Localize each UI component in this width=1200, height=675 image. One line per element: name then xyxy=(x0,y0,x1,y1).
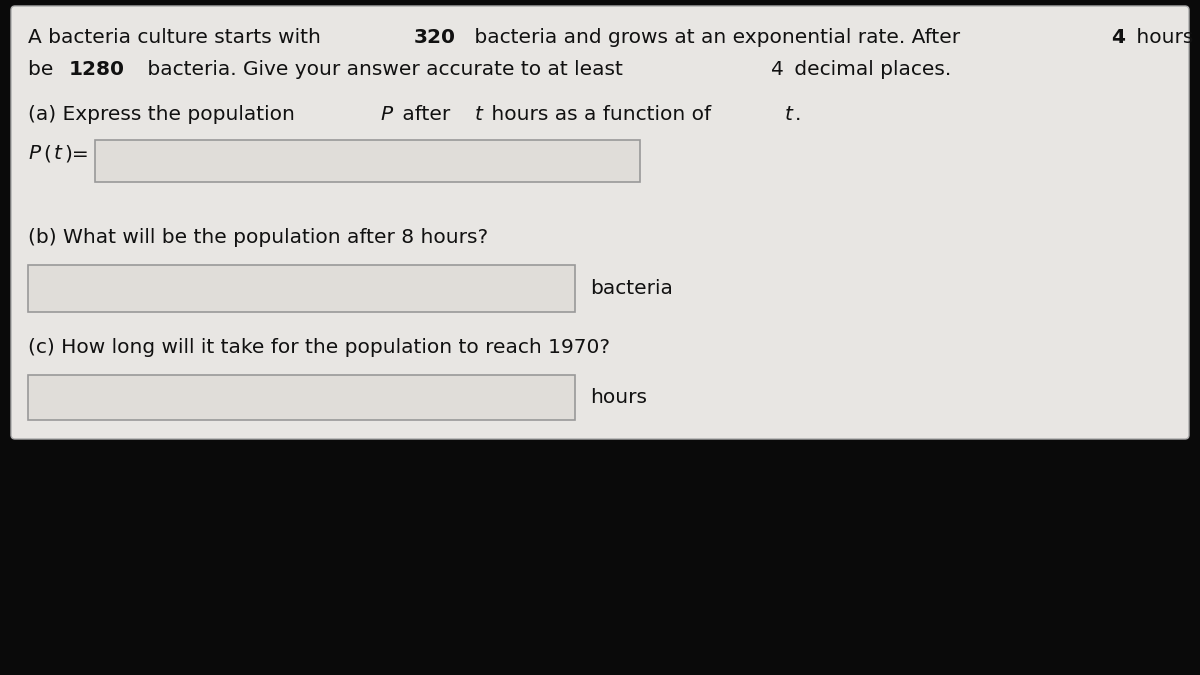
Text: after: after xyxy=(396,105,457,124)
FancyBboxPatch shape xyxy=(28,375,575,420)
Text: (b) What will be the population after 8 hours?: (b) What will be the population after 8 … xyxy=(28,228,488,247)
Text: decimal places.: decimal places. xyxy=(788,60,952,79)
Text: 320: 320 xyxy=(414,28,456,47)
FancyBboxPatch shape xyxy=(28,265,575,312)
Text: (a) Express the population: (a) Express the population xyxy=(28,105,301,124)
Text: t: t xyxy=(474,105,482,124)
Text: A bacteria culture starts with: A bacteria culture starts with xyxy=(28,28,328,47)
Text: t: t xyxy=(54,144,61,163)
Text: hours there will: hours there will xyxy=(1129,28,1200,47)
Text: 4: 4 xyxy=(772,60,784,79)
Text: (c) How long will it take for the population to reach 1970?: (c) How long will it take for the popula… xyxy=(28,338,610,357)
Text: P: P xyxy=(380,105,392,124)
Text: t: t xyxy=(785,105,792,124)
FancyBboxPatch shape xyxy=(95,140,640,182)
Text: P: P xyxy=(28,144,40,163)
FancyBboxPatch shape xyxy=(11,6,1189,439)
Text: bacteria and grows at an exponential rate. After: bacteria and grows at an exponential rat… xyxy=(468,28,967,47)
Text: be: be xyxy=(28,60,60,79)
Text: bacteria: bacteria xyxy=(590,279,673,298)
Text: 4: 4 xyxy=(1111,28,1126,47)
Text: .: . xyxy=(794,105,802,124)
Text: hours as a function of: hours as a function of xyxy=(485,105,718,124)
Text: 1280: 1280 xyxy=(68,60,125,79)
Text: hours: hours xyxy=(590,388,647,407)
Text: )=: )= xyxy=(64,144,89,163)
Text: bacteria. Give your answer accurate to at least: bacteria. Give your answer accurate to a… xyxy=(142,60,630,79)
Text: (: ( xyxy=(43,144,52,163)
